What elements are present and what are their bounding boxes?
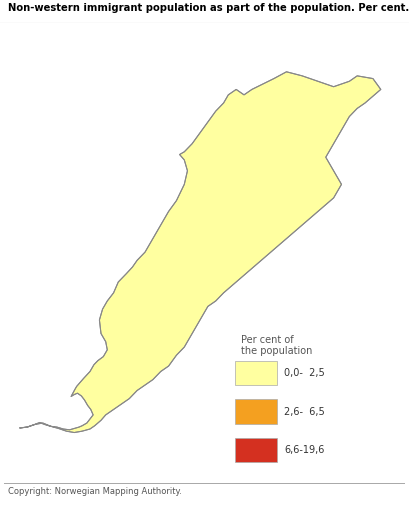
Text: 6,6-19,6: 6,6-19,6 xyxy=(284,445,325,455)
Text: Copyright: Norwegian Mapping Authority.: Copyright: Norwegian Mapping Authority. xyxy=(8,487,182,497)
Text: 2,6-  6,5: 2,6- 6,5 xyxy=(284,407,325,417)
Bar xyxy=(235,360,276,385)
PathPatch shape xyxy=(0,52,401,453)
Text: Non-western immigrant population as part of the population. Per cent. 1.1.2007: Non-western immigrant population as part… xyxy=(8,4,409,13)
Bar xyxy=(235,438,276,462)
Text: 0,0-  2,5: 0,0- 2,5 xyxy=(284,368,325,378)
Bar xyxy=(235,399,276,424)
Text: Per cent of
the population: Per cent of the population xyxy=(241,335,312,356)
PathPatch shape xyxy=(20,72,381,433)
